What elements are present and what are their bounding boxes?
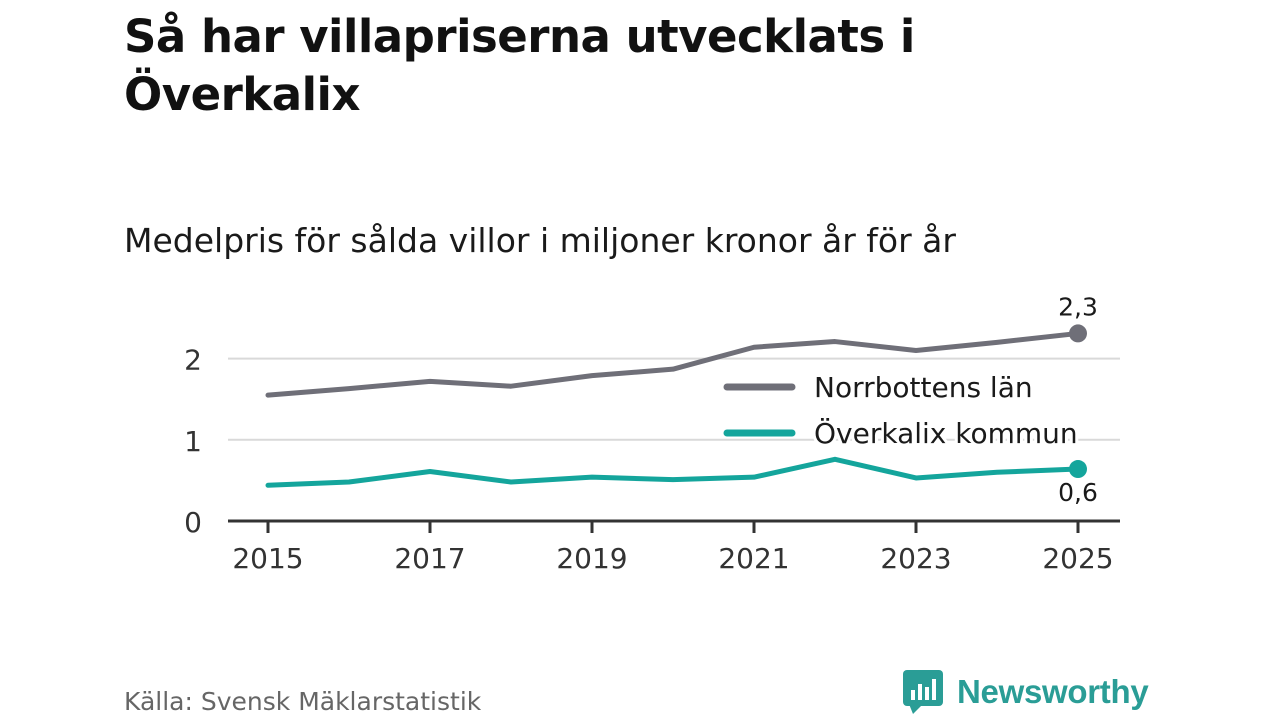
y-tick-label: 1: [184, 425, 202, 458]
newsworthy-logo-icon: [903, 670, 943, 714]
brand-name: Newsworthy: [957, 673, 1149, 710]
series-endpoint-municipality: [1069, 460, 1087, 479]
end-value-label-region: 2,3: [1058, 292, 1098, 321]
legend-label-municipality: Överkalix kommun: [814, 416, 1078, 450]
y-tick-label: 2: [184, 344, 202, 377]
series: [265, 324, 1087, 488]
legend: Norrbottens län Överkalix kommun: [723, 368, 1081, 453]
legend-label-region: Norrbottens län: [814, 371, 1033, 404]
x-tick-label: 2017: [394, 542, 465, 575]
series-line-region: [265, 330, 1081, 398]
y-tick-label: 0: [184, 506, 202, 539]
x-tick-label: 2025: [1042, 542, 1113, 575]
chart-subtitle: Medelpris för sålda villor i miljoner kr…: [124, 221, 956, 260]
x-axis: 2015 2017 2019 2021 2023 2025: [228, 519, 1120, 575]
series-line-municipality: [265, 456, 1081, 488]
y-axis: 0 1 2: [184, 344, 202, 539]
source-note: Källa: Svensk Mäklarstatistik: [124, 687, 482, 716]
end-value-label-municipality: 0,6: [1058, 478, 1098, 507]
x-tick-label: 2019: [556, 542, 627, 575]
x-tick-label: 2015: [232, 542, 303, 575]
chart-title: Så har villapriserna utvecklats i Överka…: [124, 10, 915, 121]
end-labels: 2,3 0,6: [1056, 290, 1101, 510]
x-tick-label: 2021: [718, 542, 789, 575]
grid-lines: [228, 357, 1120, 441]
x-tick-label: 2023: [880, 542, 951, 575]
series-endpoint-region: [1069, 324, 1087, 343]
brand-logo: Newsworthy: [903, 670, 1149, 714]
